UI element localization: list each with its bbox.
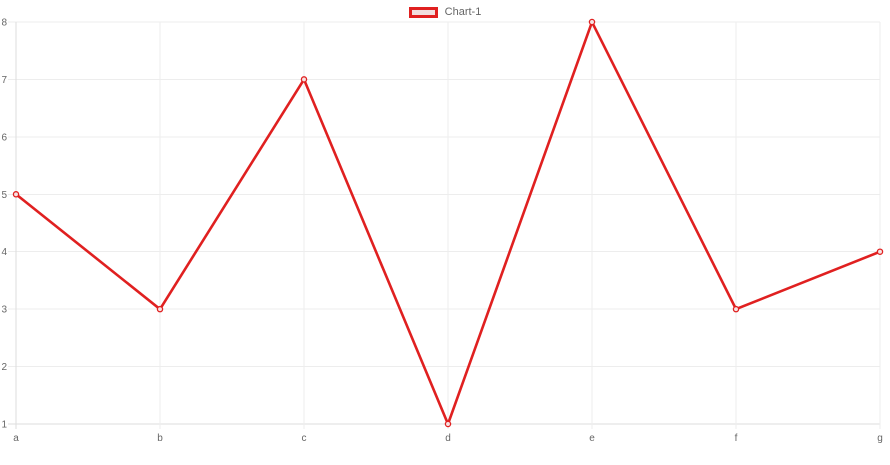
x-tick-label: e: [589, 433, 595, 444]
data-point[interactable]: [876, 248, 884, 255]
data-point[interactable]: [588, 18, 596, 26]
data-point[interactable]: [12, 191, 20, 198]
x-tick-label: a: [13, 433, 19, 444]
legend-color-box: [408, 6, 438, 18]
legend-label: Chart-1: [444, 6, 482, 18]
y-tick-label: 6: [1, 132, 7, 143]
x-tick-label: c: [302, 433, 307, 444]
y-tick-label: 3: [1, 305, 7, 316]
x-tick-label: f: [735, 433, 738, 444]
y-tick-label: 4: [1, 247, 7, 258]
data-point[interactable]: [156, 305, 164, 313]
x-tick-label: b: [157, 433, 163, 444]
y-tick-label: 7: [1, 75, 7, 86]
y-tick-label: 1: [1, 420, 7, 431]
x-tick-label: d: [445, 433, 451, 444]
data-point[interactable]: [444, 420, 452, 428]
data-point[interactable]: [732, 305, 740, 313]
y-tick-label: 2: [1, 362, 7, 373]
x-tick-label: g: [877, 433, 883, 444]
chart-legend[interactable]: Chart-1: [0, 5, 890, 19]
y-tick-label: 5: [1, 190, 7, 201]
data-point[interactable]: [300, 76, 308, 83]
y-tick-label: 8: [1, 18, 7, 29]
